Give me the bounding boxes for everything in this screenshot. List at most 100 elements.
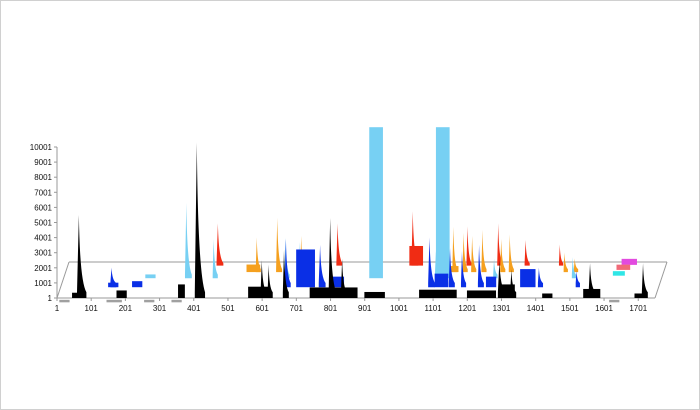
series-block — [248, 286, 269, 298]
series-sky — [145, 127, 577, 279]
series-peak — [462, 232, 468, 273]
series-cyan — [612, 271, 625, 276]
x-tick-label: 801 — [324, 304, 338, 313]
y-tick-label: 9001 — [34, 158, 52, 167]
x-tick-label: 901 — [358, 304, 372, 313]
y-tick-label: 3001 — [34, 249, 52, 258]
series-magenta — [621, 258, 637, 265]
series-peak — [563, 252, 568, 273]
series-peak — [641, 263, 648, 298]
series-peak — [571, 257, 577, 279]
floor-left-edge — [56, 261, 70, 299]
series-block — [520, 269, 536, 288]
x-tick-label: 1601 — [595, 304, 613, 313]
x-tick-label: 1401 — [527, 304, 545, 313]
series-peak — [340, 258, 347, 298]
series-gray — [59, 299, 620, 303]
series-block — [330, 276, 345, 288]
y-tick-label: 1 — [48, 294, 53, 303]
series-orange — [246, 217, 579, 273]
series-peak — [452, 226, 458, 273]
series-block — [296, 249, 315, 288]
x-tick-label: 301 — [153, 304, 167, 313]
series-block — [116, 290, 127, 298]
series-peak — [493, 258, 498, 279]
x-tick-label: 1201 — [458, 304, 476, 313]
series-block — [466, 290, 497, 298]
series-peak — [497, 260, 506, 298]
series-block — [612, 271, 625, 276]
series-block — [178, 284, 185, 298]
series-peak — [328, 217, 337, 298]
series-block — [369, 127, 383, 279]
series-peak — [481, 229, 487, 273]
series-peak — [184, 202, 192, 279]
series-block — [144, 299, 155, 303]
series-peak — [537, 267, 544, 288]
x-tick-label: 1001 — [390, 304, 408, 313]
y-tick-label: 10001 — [30, 143, 53, 152]
series-block — [106, 299, 122, 303]
series-peak — [508, 234, 514, 273]
series-peak — [212, 238, 218, 279]
series-peak — [194, 142, 206, 298]
x-tick-label: 101 — [85, 304, 99, 313]
x-tick-label: 601 — [255, 304, 269, 313]
y-tick-label: 7001 — [34, 188, 52, 197]
x-tick-label: 1501 — [561, 304, 579, 313]
series-peak — [110, 267, 117, 288]
series-peak — [255, 237, 261, 273]
tick-labels: 1 1001 2001 3001 4001 5001 6001 7001 8001 9001 100… — [30, 143, 648, 313]
y-tick-label: 5001 — [34, 219, 52, 228]
x-tick-label: 1301 — [493, 304, 511, 313]
series-peak — [524, 239, 530, 266]
series-peak — [428, 237, 435, 288]
y-tick-label: 1001 — [34, 279, 52, 288]
floor-right-edge — [654, 261, 668, 299]
series-block — [171, 299, 182, 303]
series-block — [132, 281, 143, 288]
series-peak — [448, 247, 455, 288]
series-block — [616, 264, 631, 270]
series-peak — [318, 244, 326, 288]
series-peak — [260, 260, 267, 298]
series-peak — [216, 223, 224, 266]
y-tick-label: 4001 — [34, 234, 52, 243]
x-tick-label: 1101 — [424, 304, 442, 313]
series-block — [364, 291, 385, 298]
series-peak — [500, 238, 506, 273]
series-block — [542, 293, 553, 298]
series-block — [145, 274, 156, 279]
series-peak — [276, 217, 283, 273]
series-peak — [466, 226, 472, 266]
series-block — [246, 264, 261, 273]
x-tick-label: 701 — [290, 304, 304, 313]
series-block — [485, 276, 497, 288]
x-tick-label: 1 — [55, 304, 60, 313]
series-peak — [471, 235, 477, 273]
series-block — [634, 293, 645, 298]
series-block — [609, 299, 620, 303]
series-layer — [59, 127, 648, 303]
series-block — [59, 299, 70, 303]
series-peak — [267, 264, 273, 298]
series-peak — [411, 211, 419, 266]
series-peak — [477, 244, 484, 288]
series-blue — [108, 237, 580, 288]
series-peak — [282, 249, 289, 298]
x-tick-label: 501 — [221, 304, 235, 313]
y-tick-label: 6001 — [34, 203, 52, 212]
series-black — [72, 142, 648, 298]
series-block — [434, 273, 449, 288]
series-peak — [497, 223, 503, 266]
series-pink — [616, 264, 631, 270]
series-peak — [336, 223, 343, 266]
series-peak — [443, 255, 449, 279]
y-tick-label: 8001 — [34, 173, 52, 182]
series-block — [419, 289, 457, 298]
series-block — [435, 127, 450, 279]
series-red — [216, 211, 564, 266]
series-block — [621, 258, 637, 265]
series-peak — [284, 238, 291, 288]
